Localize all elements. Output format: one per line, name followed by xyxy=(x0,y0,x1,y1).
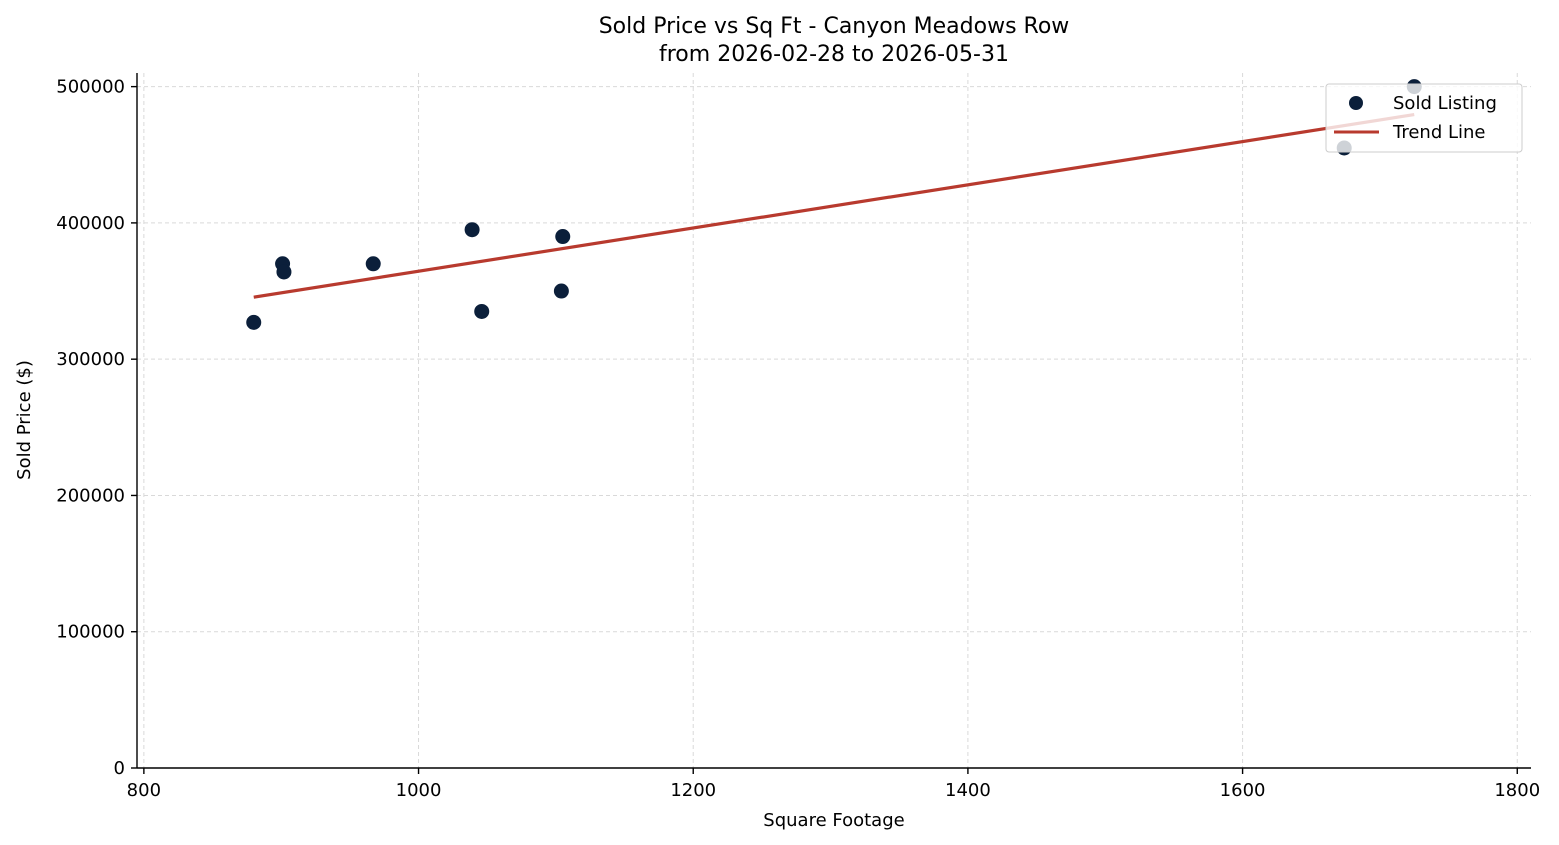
y-tick-label: 300000 xyxy=(56,349,125,370)
legend-box xyxy=(1325,83,1523,153)
y-tick-label: 200000 xyxy=(56,485,125,506)
x-tick-label: 1800 xyxy=(1494,780,1540,801)
y-ticks: 0 100000 200000 300000 400000 500000 xyxy=(56,77,137,779)
trend-line xyxy=(253,112,1415,299)
x-tick-label: 1400 xyxy=(945,780,991,801)
legend-label-sold-listing: Sold Listing xyxy=(1393,93,1497,114)
chart-title-line2: from 2026-02-28 to 2026-05-31 xyxy=(659,42,1009,67)
legend-label-trend-line: Trend Line xyxy=(1392,122,1486,143)
x-tick-label: 1000 xyxy=(396,780,442,801)
grid-lines xyxy=(137,73,1531,769)
x-tick-label: 1200 xyxy=(670,780,716,801)
y-tick-label: 0 xyxy=(114,758,125,779)
scatter-point xyxy=(276,264,292,280)
x-axis-label: Square Footage xyxy=(763,810,904,831)
scatter-point xyxy=(555,229,571,245)
x-ticks: 800 1000 1200 1400 1600 1800 xyxy=(127,768,1540,801)
scatter-point xyxy=(365,256,381,272)
y-tick-label: 500000 xyxy=(56,77,125,98)
scatter-point xyxy=(474,303,490,319)
scatter-point xyxy=(246,314,262,330)
scatter-point xyxy=(464,222,480,238)
legend-marker-sold-listing xyxy=(1349,96,1363,110)
chart-title-line1: Sold Price vs Sq Ft - Canyon Meadows Row xyxy=(599,14,1070,39)
y-tick-label: 400000 xyxy=(56,213,125,234)
legend: Sold Listing Trend Line xyxy=(1325,83,1523,153)
x-tick-label: 1600 xyxy=(1220,780,1266,801)
trend-line-layer xyxy=(253,112,1415,299)
scatter-point xyxy=(553,283,569,299)
y-axis-label: Sold Price ($) xyxy=(14,360,35,480)
y-tick-label: 100000 xyxy=(56,622,125,643)
x-tick-label: 800 xyxy=(127,780,161,801)
scatter-points-layer xyxy=(246,79,1422,330)
